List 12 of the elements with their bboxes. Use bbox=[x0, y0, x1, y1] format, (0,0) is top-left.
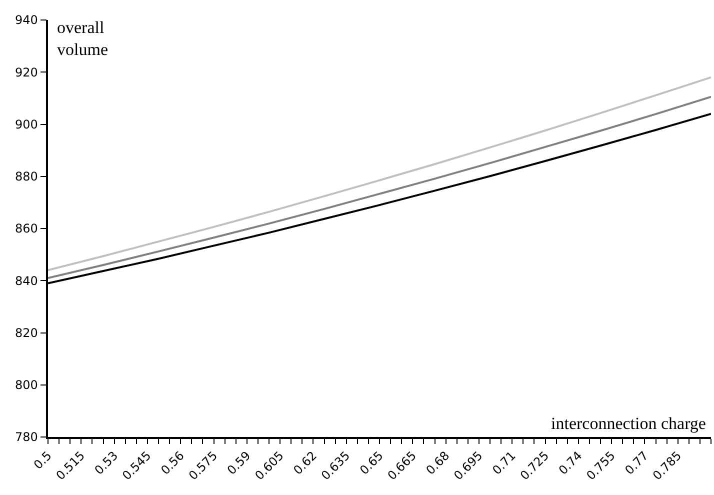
y-tick-label: 860 bbox=[14, 222, 38, 236]
y-tick-label: 940 bbox=[14, 13, 38, 28]
y-tick-label: 900 bbox=[14, 117, 38, 132]
y-tick-label: 800 bbox=[14, 378, 38, 392]
x-tick-label: 0.5 bbox=[30, 448, 54, 472]
x-axis-title: interconnection charge bbox=[551, 414, 706, 433]
y-tick-label: 840 bbox=[14, 274, 38, 288]
y-tick-label: 820 bbox=[14, 326, 38, 340]
y-tick-label: 880 bbox=[14, 170, 38, 184]
y-tick-label: 780 bbox=[14, 430, 38, 444]
y-tick-label: 920 bbox=[14, 65, 38, 80]
y-axis-title: overall volume bbox=[57, 18, 108, 60]
